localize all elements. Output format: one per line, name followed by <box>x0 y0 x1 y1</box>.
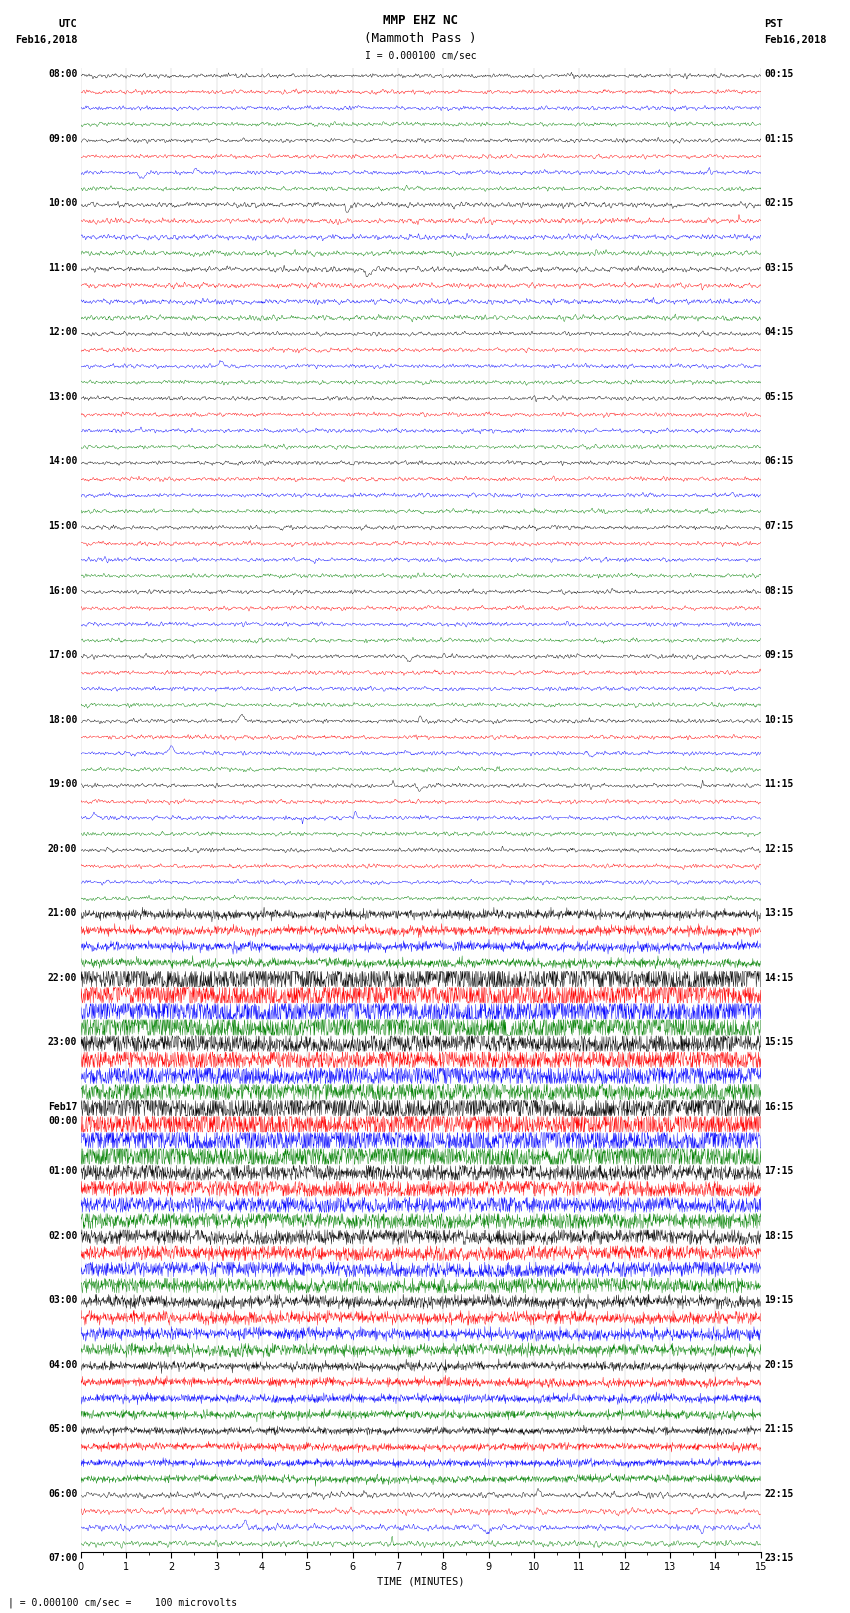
Text: 10:15: 10:15 <box>764 715 794 724</box>
Text: 00:15: 00:15 <box>764 69 794 79</box>
Text: UTC: UTC <box>59 19 77 29</box>
Text: 01:00: 01:00 <box>48 1166 77 1176</box>
Text: Feb17: Feb17 <box>48 1102 77 1111</box>
Text: PST: PST <box>764 19 783 29</box>
Text: (Mammoth Pass ): (Mammoth Pass ) <box>365 32 477 45</box>
Text: 21:00: 21:00 <box>48 908 77 918</box>
Text: Feb16,2018: Feb16,2018 <box>14 35 77 45</box>
Text: 20:00: 20:00 <box>48 844 77 853</box>
Text: 17:00: 17:00 <box>48 650 77 660</box>
Text: 16:00: 16:00 <box>48 586 77 595</box>
Text: MMP EHZ NC: MMP EHZ NC <box>383 15 458 27</box>
Text: 19:00: 19:00 <box>48 779 77 789</box>
Text: 22:15: 22:15 <box>764 1489 794 1498</box>
Text: 11:15: 11:15 <box>764 779 794 789</box>
Text: 00:00: 00:00 <box>48 1116 77 1126</box>
Text: 18:15: 18:15 <box>764 1231 794 1240</box>
Text: 09:00: 09:00 <box>48 134 77 144</box>
Text: 15:00: 15:00 <box>48 521 77 531</box>
Text: 10:00: 10:00 <box>48 198 77 208</box>
Text: 03:15: 03:15 <box>764 263 794 273</box>
Text: 21:15: 21:15 <box>764 1424 794 1434</box>
Text: 07:15: 07:15 <box>764 521 794 531</box>
Text: 13:00: 13:00 <box>48 392 77 402</box>
Text: Feb16,2018: Feb16,2018 <box>764 35 827 45</box>
X-axis label: TIME (MINUTES): TIME (MINUTES) <box>377 1576 464 1586</box>
Text: 12:15: 12:15 <box>764 844 794 853</box>
Text: 19:15: 19:15 <box>764 1295 794 1305</box>
Text: 02:15: 02:15 <box>764 198 794 208</box>
Text: 20:15: 20:15 <box>764 1360 794 1369</box>
Text: 07:00: 07:00 <box>48 1553 77 1563</box>
Text: 18:00: 18:00 <box>48 715 77 724</box>
Text: 05:15: 05:15 <box>764 392 794 402</box>
Text: I = 0.000100 cm/sec: I = 0.000100 cm/sec <box>365 52 477 61</box>
Text: 16:15: 16:15 <box>764 1102 794 1111</box>
Text: 04:00: 04:00 <box>48 1360 77 1369</box>
Text: 01:15: 01:15 <box>764 134 794 144</box>
Text: 15:15: 15:15 <box>764 1037 794 1047</box>
Text: 09:15: 09:15 <box>764 650 794 660</box>
Text: 05:00: 05:00 <box>48 1424 77 1434</box>
Text: 12:00: 12:00 <box>48 327 77 337</box>
Text: 14:15: 14:15 <box>764 973 794 982</box>
Text: 23:00: 23:00 <box>48 1037 77 1047</box>
Text: 06:00: 06:00 <box>48 1489 77 1498</box>
Text: 08:15: 08:15 <box>764 586 794 595</box>
Text: | = 0.000100 cm/sec =    100 microvolts: | = 0.000100 cm/sec = 100 microvolts <box>8 1597 238 1608</box>
Text: 02:00: 02:00 <box>48 1231 77 1240</box>
Text: 13:15: 13:15 <box>764 908 794 918</box>
Text: 06:15: 06:15 <box>764 456 794 466</box>
Text: 17:15: 17:15 <box>764 1166 794 1176</box>
Text: 03:00: 03:00 <box>48 1295 77 1305</box>
Text: 22:00: 22:00 <box>48 973 77 982</box>
Text: 11:00: 11:00 <box>48 263 77 273</box>
Text: 23:15: 23:15 <box>764 1553 794 1563</box>
Text: 04:15: 04:15 <box>764 327 794 337</box>
Text: 08:00: 08:00 <box>48 69 77 79</box>
Text: 14:00: 14:00 <box>48 456 77 466</box>
